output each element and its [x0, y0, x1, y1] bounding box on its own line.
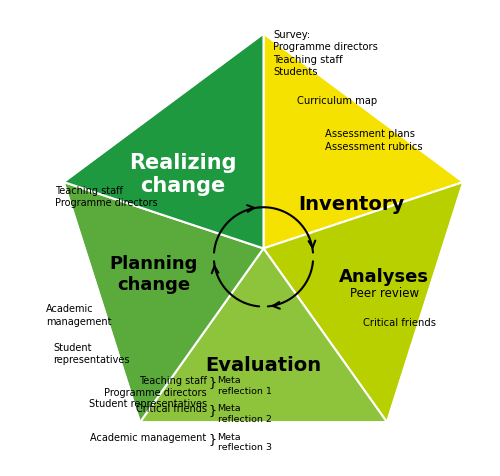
Text: }: }	[208, 376, 216, 389]
Text: Academic management: Academic management	[90, 433, 206, 443]
Text: Inventory: Inventory	[298, 195, 404, 214]
Text: Peer review: Peer review	[350, 288, 418, 300]
Text: Meta
reflection 2: Meta reflection 2	[218, 405, 272, 424]
Text: Curriculum map: Curriculum map	[296, 96, 376, 106]
Text: Survey:
Programme directors
Teaching staff
Students: Survey: Programme directors Teaching sta…	[273, 30, 378, 77]
Text: Academic
management: Academic management	[46, 304, 112, 327]
Text: }: }	[208, 405, 216, 417]
Text: Teaching staff
Programme directors
Student representatives: Teaching staff Programme directors Stude…	[88, 376, 206, 409]
Text: Analyses: Analyses	[339, 268, 429, 286]
Text: Assessment plans
Assessment rubrics: Assessment plans Assessment rubrics	[325, 129, 422, 152]
Text: Critical friends: Critical friends	[363, 318, 436, 328]
Text: Teaching staff
Programme directors
Academic management
Student representatives: Teaching staff Programme directors Acade…	[13, 53, 131, 101]
Text: Planning
change: Planning change	[110, 256, 198, 294]
Polygon shape	[264, 33, 464, 248]
Text: Evaluation: Evaluation	[206, 356, 322, 375]
Polygon shape	[140, 248, 387, 423]
Polygon shape	[64, 182, 264, 423]
Text: Realizing
change: Realizing change	[130, 152, 237, 196]
Text: }: }	[208, 433, 216, 446]
Text: Critical friends: Critical friends	[136, 405, 206, 415]
Text: Student
representatives: Student representatives	[53, 343, 130, 366]
Text: Meta
reflection 1: Meta reflection 1	[218, 376, 272, 396]
Text: Teaching staff
Programme directors: Teaching staff Programme directors	[56, 186, 158, 208]
Polygon shape	[64, 33, 264, 248]
Polygon shape	[264, 182, 464, 423]
Text: Meta
reflection 3: Meta reflection 3	[218, 433, 272, 452]
